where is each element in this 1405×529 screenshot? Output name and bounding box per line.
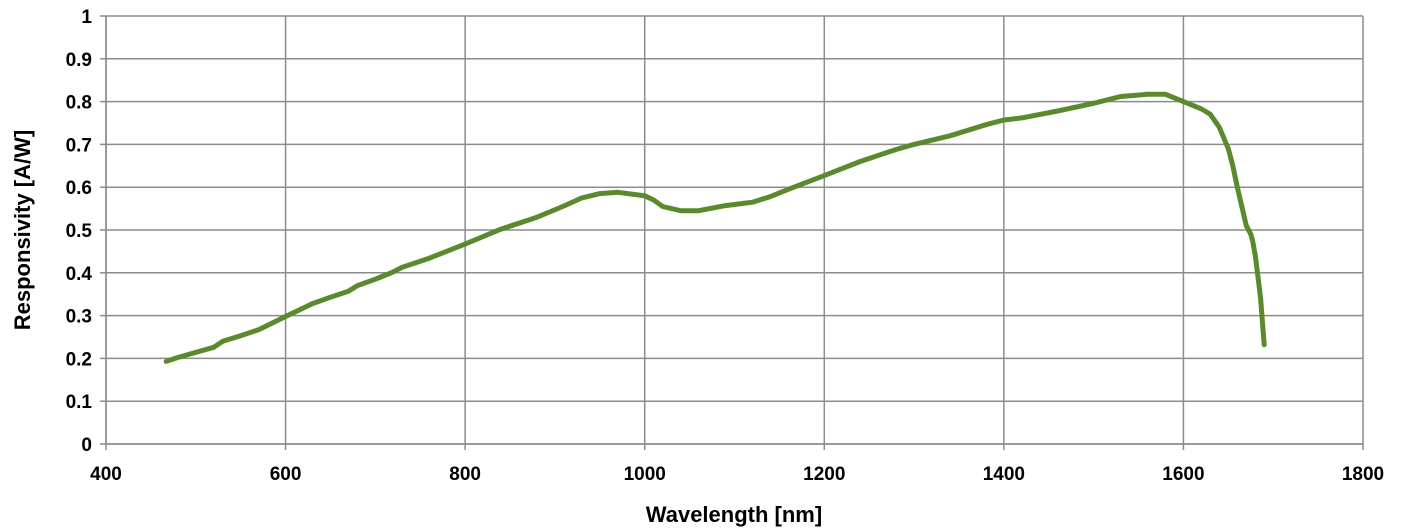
- y-tick-label: 0: [81, 435, 92, 456]
- x-tick-label: 1200: [803, 464, 845, 485]
- axes: [105, 16, 1363, 445]
- x-tick-label: 1000: [624, 464, 666, 485]
- y-tick-label: 0.6: [66, 178, 92, 199]
- y-tick-label: 1: [81, 7, 92, 28]
- x-tick-label: 600: [270, 464, 302, 485]
- y-tick-label: 0.7: [66, 135, 92, 156]
- vertical-gridlines: [105, 16, 1364, 450]
- horizontal-gridlines: [100, 15, 1363, 445]
- responsivity-series-line: [163, 91, 1267, 364]
- x-tick-label: 400: [90, 464, 122, 485]
- x-tick-label: 1800: [1342, 464, 1384, 485]
- x-tick-label: 800: [449, 464, 481, 485]
- y-tick-label: 0.9: [66, 50, 92, 71]
- x-axis-title: Wavelength [nm]: [646, 502, 822, 527]
- y-axis-title: Responsivity [A/W]: [10, 130, 35, 330]
- y-tick-label: 0.8: [66, 93, 92, 114]
- y-tick-label: 0.1: [66, 392, 93, 413]
- x-tick-label: 1600: [1162, 464, 1204, 485]
- x-tick-labels: 400 600 800 1000 1200 1400 1600 1800: [90, 464, 1384, 485]
- y-tick-label: 0.2: [66, 349, 92, 370]
- y-tick-labels: 0 0.1 0.2 0.3 0.4 0.5 0.6 0.7 0.8 0.9 1: [66, 7, 93, 456]
- series-layer: [163, 91, 1267, 364]
- y-tick-label: 0.4: [66, 264, 93, 285]
- y-tick-label: 0.5: [66, 221, 93, 242]
- y-tick-label: 0.3: [66, 307, 92, 328]
- x-tick-label: 1400: [983, 464, 1025, 485]
